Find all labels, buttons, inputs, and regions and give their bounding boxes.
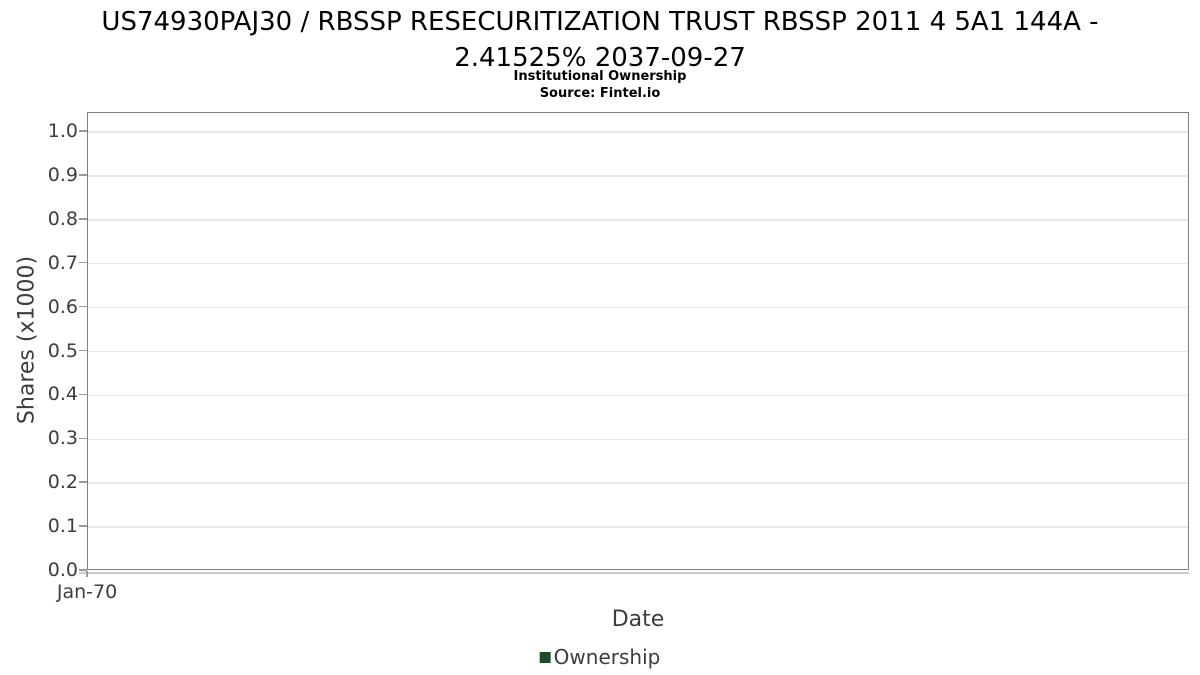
y-tick-label-0.5: 0.5	[47, 339, 78, 362]
y-tick-label-0.8: 0.8	[47, 207, 78, 230]
y-tick-label-0.2: 0.2	[47, 471, 78, 494]
y-tick-mark-0.4	[79, 393, 87, 396]
chart-title-line-2: 2.41525% 2037-09-27	[454, 43, 746, 73]
y-tick-mark-0.3	[79, 437, 87, 440]
gridline-y-0.3	[88, 438, 1188, 441]
x-axis-title: Date	[611, 607, 665, 632]
gridline-y-0.6	[88, 306, 1188, 309]
y-tick-label-0.7: 0.7	[47, 251, 78, 274]
y-tick-label-0.4: 0.4	[47, 383, 78, 406]
y-tick-label-0.1: 0.1	[47, 515, 78, 538]
y-tick-mark-0.7	[79, 261, 87, 264]
y-tick-mark-0.9	[79, 174, 87, 176]
legend-swatch-ownership-icon	[539, 651, 551, 663]
legend: Ownership	[539, 645, 661, 669]
y-axis-title: Shares (x1000)	[14, 255, 40, 425]
y-tick-label-0.9: 0.9	[47, 163, 78, 186]
y-tick-mark-0.5	[79, 349, 87, 352]
y-tick-mark-0.8	[79, 218, 87, 220]
x-tick-label: Jan-70	[56, 581, 118, 603]
y-tick-mark-0.0	[79, 569, 87, 571]
x-tick-mark	[86, 571, 88, 577]
y-tick-mark-1.0	[79, 130, 87, 132]
x-axis-line	[79, 572, 1189, 574]
chart-subtitle: Institutional Ownership	[513, 69, 687, 84]
chart-source: Source: Fintel.io	[539, 86, 661, 101]
gridline-y-0.9	[88, 175, 1188, 177]
plot-area	[87, 112, 1189, 570]
gridline-y-1.0	[88, 131, 1188, 133]
gridline-y-0.1	[88, 526, 1188, 528]
y-tick-mark-0.6	[79, 305, 87, 308]
y-tick-label-0.6: 0.6	[47, 295, 78, 318]
y-tick-label-0.0: 0.0	[47, 559, 78, 581]
legend-label-ownership: Ownership	[553, 645, 661, 669]
gridline-y-0.7	[88, 262, 1188, 265]
gridline-y-0.4	[88, 394, 1188, 397]
y-tick-mark-0.1	[79, 525, 87, 527]
y-tick-label-0.3: 0.3	[47, 427, 78, 450]
y-tick-mark-0.2	[79, 481, 87, 483]
gridline-y-0.2	[88, 482, 1188, 484]
gridline-y-0.5	[88, 350, 1188, 353]
gridline-y-0.8	[88, 219, 1188, 221]
chart-title-line-1: US74930PAJ30 / RBSSP RESECURITIZATION TR…	[101, 7, 1099, 37]
y-tick-label-1.0: 1.0	[47, 120, 78, 142]
